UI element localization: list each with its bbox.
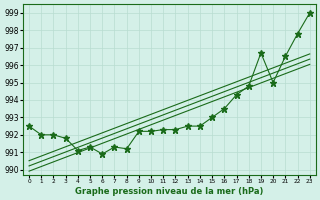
X-axis label: Graphe pression niveau de la mer (hPa): Graphe pression niveau de la mer (hPa) xyxy=(75,187,264,196)
